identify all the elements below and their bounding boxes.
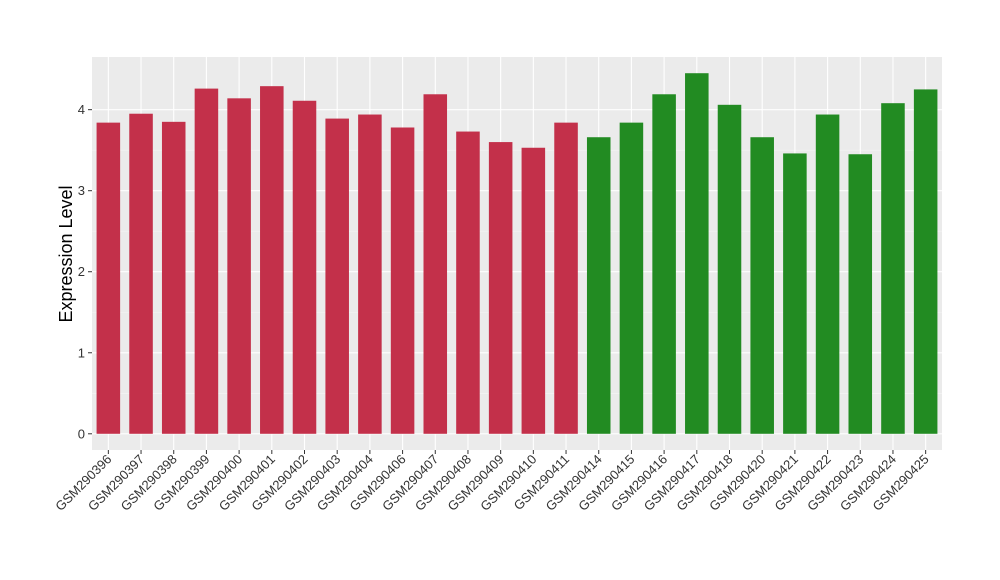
bar-GSM290411 bbox=[554, 122, 578, 434]
bar-GSM290406 bbox=[390, 127, 415, 434]
bar-GSM290424 bbox=[881, 103, 905, 434]
bar-GSM290423 bbox=[848, 154, 873, 434]
bar-GSM290422 bbox=[815, 114, 840, 434]
bar-GSM290418 bbox=[717, 104, 742, 434]
bar-GSM290397 bbox=[129, 113, 153, 434]
y-tick-label: 3 bbox=[78, 183, 85, 198]
bar-GSM290407 bbox=[423, 94, 448, 434]
y-tick-label: 4 bbox=[78, 102, 85, 117]
bar-GSM290396 bbox=[96, 122, 121, 434]
bar-GSM290420 bbox=[750, 137, 774, 434]
y-tick-label: 2 bbox=[78, 264, 85, 279]
bar-GSM290408 bbox=[456, 131, 480, 434]
y-axis: 0 1 2 3 4 bbox=[78, 102, 92, 441]
bar-GSM290417 bbox=[685, 73, 709, 434]
bar-GSM290421 bbox=[783, 153, 807, 434]
bar-GSM290416 bbox=[652, 94, 676, 434]
bar-GSM290400 bbox=[227, 98, 251, 434]
plot-panel bbox=[92, 57, 942, 450]
bar-GSM290414 bbox=[586, 137, 611, 434]
bar-GSM290399 bbox=[194, 88, 219, 434]
x-axis: GSM290396GSM290397GSM290398GSM290399GSM2… bbox=[52, 450, 932, 514]
plot-background bbox=[92, 57, 942, 450]
y-axis-title: Expression Level bbox=[56, 185, 76, 322]
bar-GSM290401 bbox=[260, 86, 284, 434]
bar-GSM290402 bbox=[292, 100, 317, 434]
bar-GSM290404 bbox=[358, 114, 382, 434]
y-tick-label: 1 bbox=[78, 345, 85, 360]
bar-GSM290398 bbox=[161, 121, 186, 434]
bar-GSM290425 bbox=[913, 89, 938, 434]
bar-GSM290415 bbox=[619, 122, 644, 434]
bar-GSM290410 bbox=[521, 147, 546, 434]
y-tick-label: 0 bbox=[78, 426, 85, 441]
bar-GSM290409 bbox=[488, 142, 513, 434]
bar-GSM290403 bbox=[325, 118, 349, 434]
bars bbox=[96, 73, 938, 434]
